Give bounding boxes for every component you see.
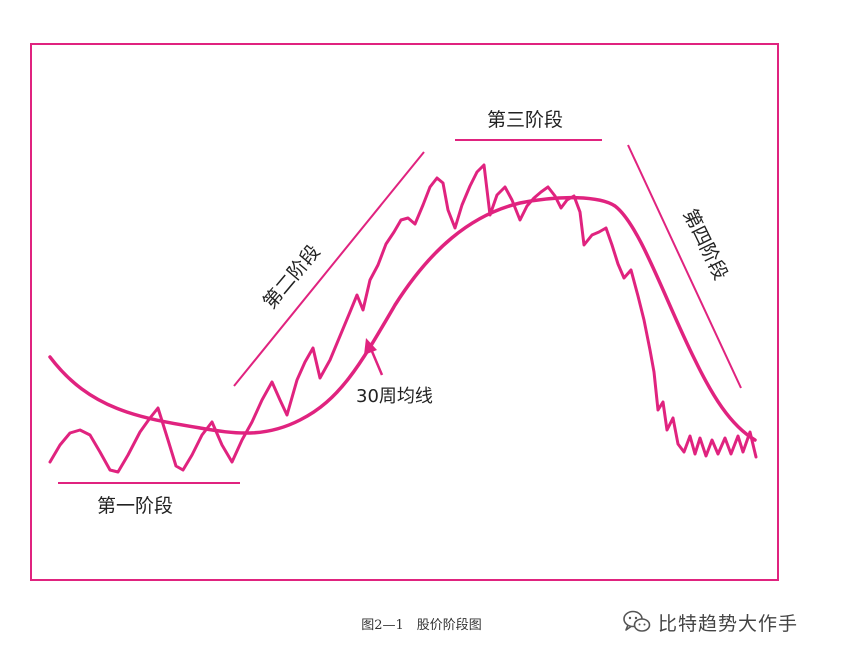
stage2-marker-line xyxy=(233,151,425,387)
moving-average-arrow-shaft xyxy=(369,348,384,376)
moving-average-arrow-head xyxy=(364,338,377,355)
stage1-label: 第一阶段 xyxy=(97,495,173,517)
moving-average-label: 30周均线 xyxy=(356,386,433,407)
figure-frame xyxy=(30,43,779,581)
stage3-label: 第三阶段 xyxy=(487,109,563,131)
moving-average-line xyxy=(48,195,757,442)
price-line xyxy=(48,163,758,474)
watermark: 比特趋势大作手 xyxy=(622,607,837,637)
wechat-icon xyxy=(623,610,651,632)
figure-caption: 图2—1 股价阶段图 xyxy=(361,618,482,633)
stage2-label: 第二阶段 xyxy=(259,241,325,313)
stage4-marker-line xyxy=(627,144,742,389)
watermark-text: 比特趋势大作手 xyxy=(658,612,799,635)
